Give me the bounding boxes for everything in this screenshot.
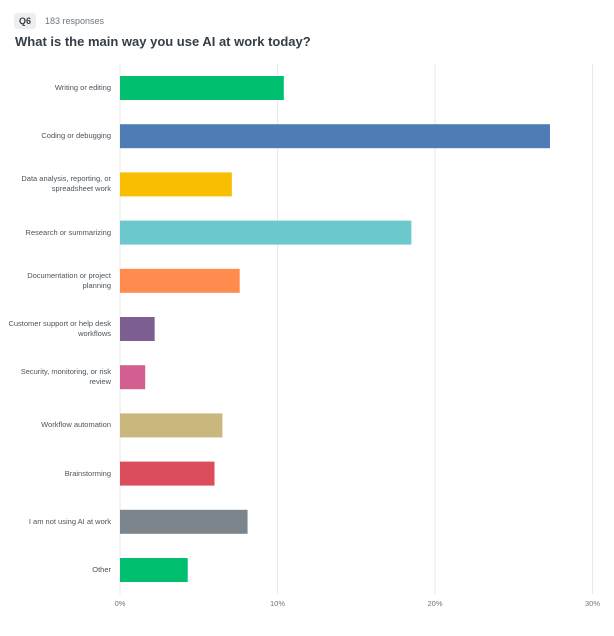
category-label: Writing or editing (54, 83, 111, 92)
bar (120, 76, 284, 100)
x-tick-label: 30% (585, 599, 600, 608)
bar (120, 558, 188, 582)
bar (120, 509, 248, 534)
bar (120, 124, 550, 149)
response-count: 183 responses (45, 16, 105, 26)
bar (120, 317, 155, 341)
category-label: Coding or debugging (41, 131, 111, 141)
question-badge: Q6 (14, 13, 36, 29)
category-label: Data analysis, reporting, or spreadsheet… (21, 174, 111, 194)
bar (120, 268, 240, 293)
category-label: Documentation or project planning (27, 270, 111, 290)
bar (120, 365, 146, 390)
x-tick-label: 10% (270, 599, 285, 608)
x-tick-label: 0% (115, 599, 126, 608)
bar (120, 413, 223, 438)
chart-title: What is the main way you use AI at work … (15, 34, 311, 49)
category-label: I am not using AI at work (28, 516, 111, 526)
bar (120, 172, 232, 197)
category-label: Research or summarizing (25, 227, 111, 237)
category-label: Workflow automation (41, 420, 111, 430)
category-label: Other (92, 565, 111, 574)
category-label: Customer support or help desk workflows (8, 319, 111, 338)
category-label: Brainstorming (64, 468, 111, 478)
bar (120, 461, 215, 486)
x-tick-label: 20% (427, 599, 442, 608)
category-label: Security, monitoring, or risk review (20, 367, 111, 387)
bar (120, 220, 412, 245)
